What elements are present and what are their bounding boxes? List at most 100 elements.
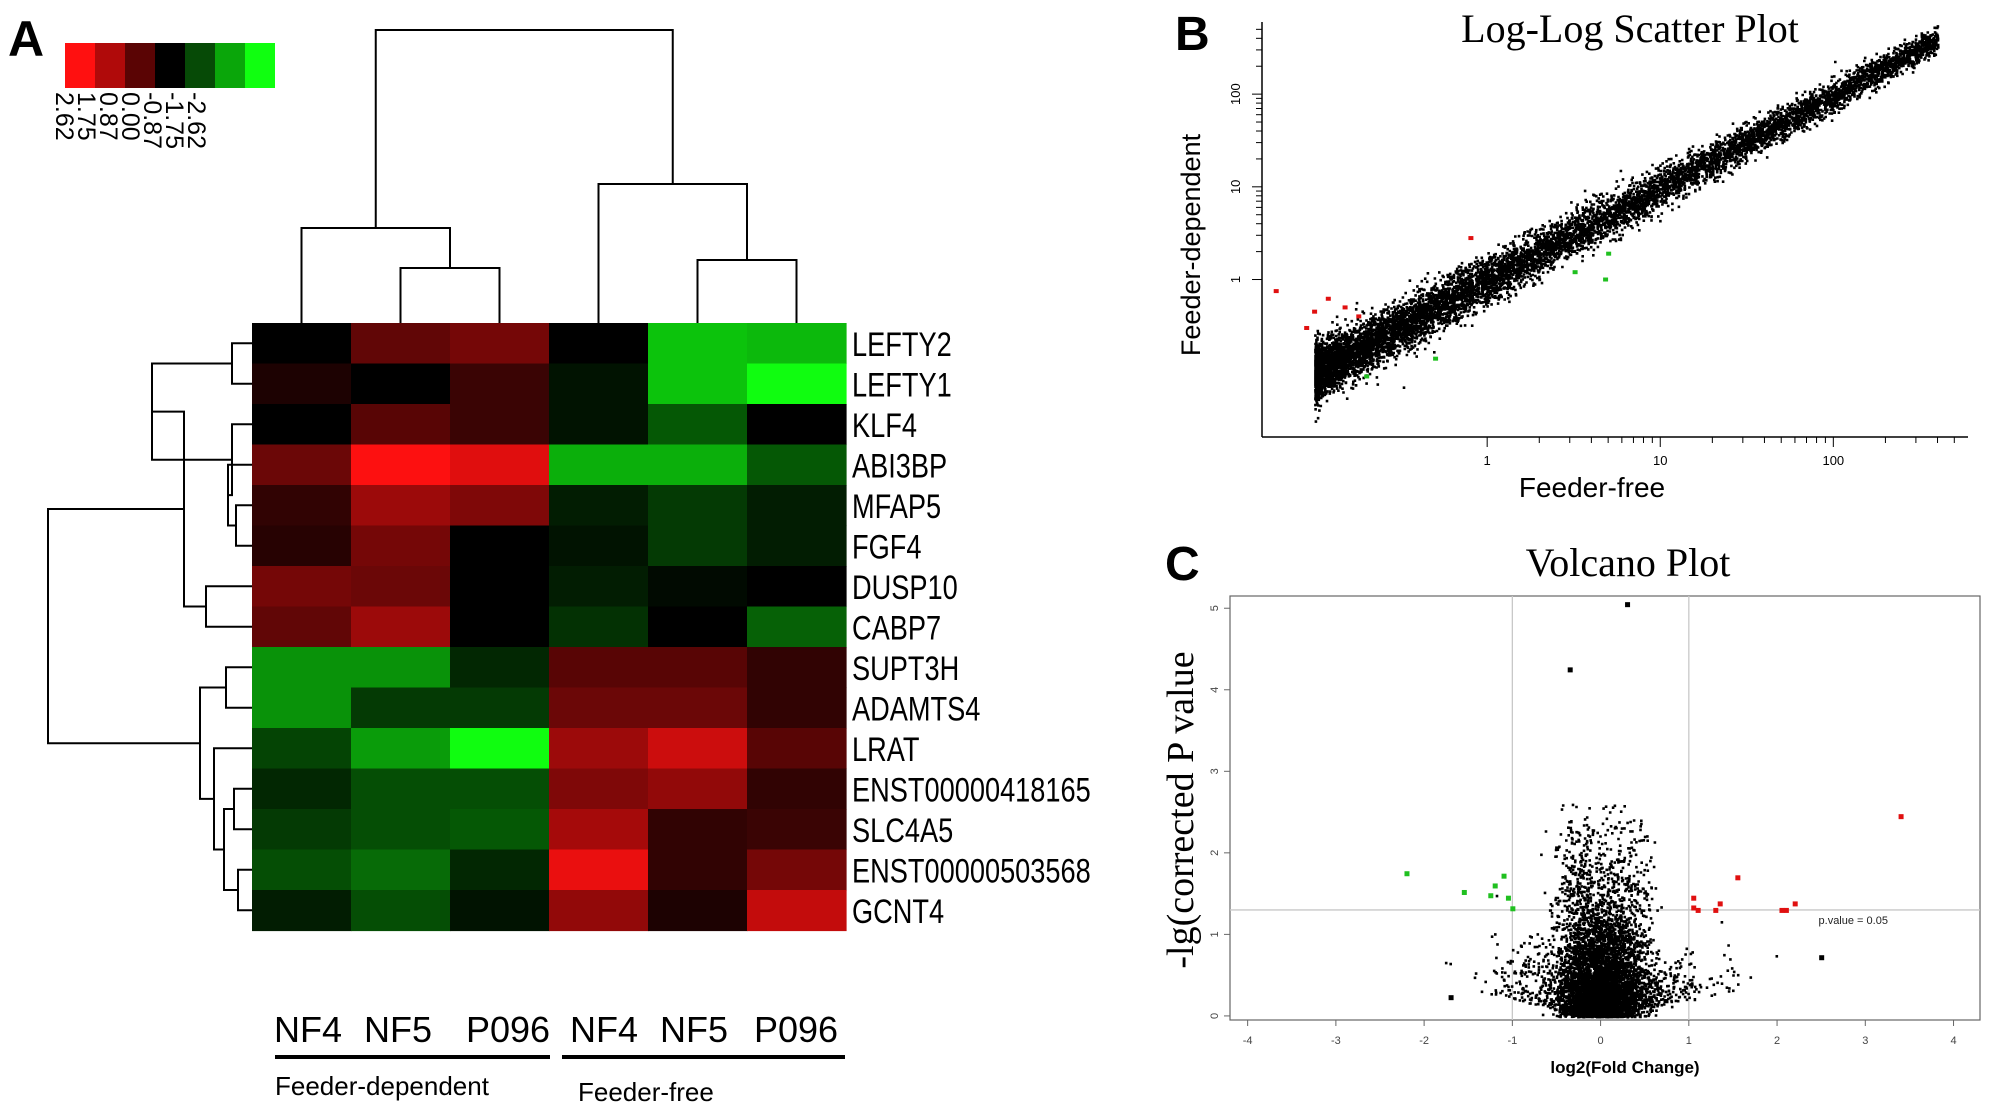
heatmap-cell xyxy=(747,647,847,689)
heatmap-cell xyxy=(747,890,847,932)
scatter-y-tick-label: 10 xyxy=(1228,180,1243,194)
heatmap-cell xyxy=(450,485,550,527)
row-label: ENST00000503568 xyxy=(852,852,1091,891)
row-dendrogram-branch xyxy=(235,504,252,547)
legend-swatch xyxy=(215,43,245,88)
heatmap-cell xyxy=(252,849,352,891)
volcano-upregulated-point xyxy=(1779,907,1785,913)
legend-label: -2.62 xyxy=(182,92,210,149)
row-dendrogram-branch xyxy=(225,666,252,709)
heatmap-cell xyxy=(648,890,748,932)
heatmap-cell xyxy=(747,363,847,405)
heatmap-cell xyxy=(351,485,451,527)
heatmap-cell xyxy=(747,849,847,891)
volcano-x-tick-label: 4 xyxy=(1950,1035,1956,1047)
heatmap-cell xyxy=(747,809,847,851)
heatmap-cell xyxy=(351,849,451,891)
volcano-upregulated-point xyxy=(1735,875,1741,881)
volcano-upregulated-point xyxy=(1695,907,1701,913)
scatter-ylabel: Feeder-dependent xyxy=(1176,133,1206,356)
volcano-outlier-point xyxy=(1448,995,1454,1001)
scatter-upregulated-point xyxy=(1356,314,1362,319)
volcano-upregulated-point xyxy=(1783,907,1789,913)
heatmap-cell xyxy=(450,404,550,446)
heatmap-cell xyxy=(252,687,352,729)
row-dendrogram-branch xyxy=(47,508,200,745)
row-label: DUSP10 xyxy=(852,568,958,607)
row-labels: LEFTY2LEFTY1KLF4ABI3BPMFAP5FGF4DUSP10CAB… xyxy=(852,325,1091,931)
volcano-title: Volcano Plot xyxy=(1526,540,1731,585)
volcano-upregulated-point xyxy=(1717,901,1723,907)
heatmap-cell xyxy=(747,768,847,810)
volcano-x-tick-label: 3 xyxy=(1862,1035,1868,1047)
scatter-plot: 1 10 100 1 10 100 xyxy=(1228,22,1968,468)
heatmap-cell xyxy=(450,687,550,729)
heatmap-cell xyxy=(747,728,847,770)
heatmap-cell xyxy=(252,728,352,770)
volcano-y-tick-label: 1 xyxy=(1209,931,1221,937)
row-label: ENST00000418165 xyxy=(852,771,1091,810)
heatmap-cell xyxy=(549,566,649,608)
heatmap-cell xyxy=(351,525,451,567)
column-label: NF5 xyxy=(660,1009,728,1050)
column-label: P096 xyxy=(754,1009,838,1050)
heatmap-cell xyxy=(747,566,847,608)
volcano-x-tick-label: 1 xyxy=(1686,1035,1692,1047)
legend-label: 1.75 xyxy=(72,92,100,141)
color-key-legend: 2.621.750.870.00-0.87-1.75-2.62 xyxy=(50,43,275,149)
volcano-y-tick-label: 4 xyxy=(1209,687,1221,693)
row-label: KLF4 xyxy=(852,406,917,445)
heatmap-cell xyxy=(351,404,451,446)
volcano-upregulated-point xyxy=(1792,901,1798,907)
heatmap-cell xyxy=(549,323,649,365)
volcano-outlier-point xyxy=(1567,667,1573,673)
heatmap-cell xyxy=(252,323,352,365)
heatmap-cell xyxy=(747,323,847,365)
legend-swatch xyxy=(155,43,185,88)
heatmap-cell xyxy=(351,363,451,405)
heatmap-cell xyxy=(747,404,847,446)
heatmap-cell xyxy=(351,647,451,689)
group-label-feeder-free: Feeder-free xyxy=(578,1077,714,1107)
heatmap-cell xyxy=(549,606,649,648)
volcano-x-tick-label: 0 xyxy=(1598,1035,1604,1047)
column-dendrogram-branch xyxy=(399,267,501,323)
heatmap-cell xyxy=(549,687,649,729)
scatter-upregulated-point xyxy=(1325,296,1331,301)
volcano-downregulated-point xyxy=(1492,883,1498,889)
heatmap-cell xyxy=(648,849,748,891)
volcano-downregulated-point xyxy=(1501,873,1507,879)
heatmap-cell xyxy=(747,606,847,648)
legend-label: 0.87 xyxy=(94,92,122,141)
heatmap-cell xyxy=(747,525,847,567)
panel-label-b: B xyxy=(1175,8,1210,61)
scatter-downregulated-point xyxy=(1433,356,1439,361)
volcano-x-tick-label: -3 xyxy=(1331,1035,1341,1047)
heatmap-cell xyxy=(351,687,451,729)
heatmap-cell xyxy=(252,363,352,405)
scatter-x-tick-label: 1 xyxy=(1484,453,1491,468)
heatmap-cell xyxy=(351,809,451,851)
row-label: MFAP5 xyxy=(852,487,941,526)
heatmap-cell xyxy=(450,606,550,648)
legend-swatch xyxy=(245,43,275,88)
row-label: SUPT3H xyxy=(852,649,959,688)
row-dendrogram-branch xyxy=(233,787,252,831)
heatmap-cell xyxy=(351,323,451,365)
row-label: LRAT xyxy=(852,730,920,769)
heatmap-cell xyxy=(549,363,649,405)
legend-swatch xyxy=(65,43,95,88)
heatmap-cell xyxy=(450,890,550,932)
scatter-upregulated-point xyxy=(1273,289,1279,294)
heatmap-cell xyxy=(252,444,352,486)
heatmap-cell xyxy=(351,728,451,770)
volcano-downregulated-point xyxy=(1488,893,1494,899)
legend-label: 0.00 xyxy=(116,92,144,141)
heatmap-cell xyxy=(549,890,649,932)
heatmap-cell xyxy=(747,687,847,729)
scatter-title: Log-Log Scatter Plot xyxy=(1461,6,1799,51)
volcano-plot: -4 -3 -2 -1 0 1 2 3 4 0 1 2 3 4 5 p.value = 0.05 xyxy=(1209,595,1981,1047)
heatmap-cell xyxy=(252,485,352,527)
heatmap-cell xyxy=(252,404,352,446)
heatmap-cell xyxy=(252,768,352,810)
